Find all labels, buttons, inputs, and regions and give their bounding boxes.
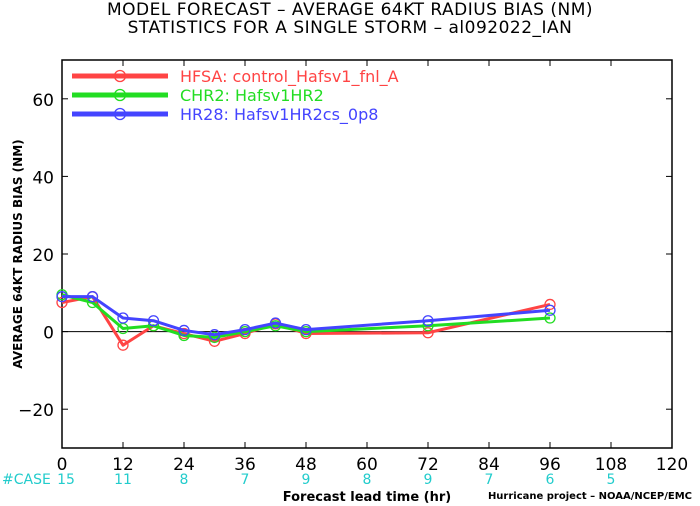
credit-text: Hurricane project – NOAA/NCEP/EMC bbox=[487, 491, 692, 502]
legend-marker-0 bbox=[113, 69, 127, 83]
case-count: 15 bbox=[57, 472, 75, 488]
y-axis: −20 0 20 40 60 bbox=[18, 91, 672, 421]
case-counts-row: #CASE 15 11 8 7 9 8 9 7 6 5 bbox=[2, 472, 615, 488]
case-label: #CASE bbox=[2, 472, 51, 488]
legend-label-1: CHR2: Hafsv1HR2 bbox=[180, 86, 324, 105]
x-tick-label: 108 bbox=[595, 455, 627, 475]
case-count: 11 bbox=[114, 472, 132, 488]
y-tick-label: 60 bbox=[32, 91, 54, 111]
series-point-1 bbox=[208, 331, 221, 344]
y-tick-label: 0 bbox=[43, 324, 54, 344]
y-tick-label: 20 bbox=[32, 246, 54, 266]
x-tick-label: 12 bbox=[112, 455, 134, 475]
legend-marker-2 bbox=[113, 107, 127, 121]
series-point-1 bbox=[544, 312, 556, 324]
case-count: 8 bbox=[180, 472, 189, 488]
series-point-2 bbox=[56, 291, 68, 303]
y-tick-label: −20 bbox=[18, 401, 54, 421]
series-point-2 bbox=[300, 324, 312, 336]
series-line-0 bbox=[61, 295, 551, 347]
case-count: 6 bbox=[546, 472, 555, 488]
case-count: 7 bbox=[485, 472, 494, 488]
series-point-2 bbox=[544, 304, 556, 316]
chart-title: MODEL FORECAST – AVERAGE 64KT RADIUS BIA… bbox=[106, 0, 594, 20]
case-count: 8 bbox=[363, 472, 372, 488]
x-tick-label: 72 bbox=[417, 455, 439, 475]
series-point-2 bbox=[178, 324, 190, 337]
x-tick-label: 96 bbox=[539, 455, 561, 475]
y-tick-label: 40 bbox=[32, 168, 54, 188]
series-point-0 bbox=[544, 298, 556, 311]
series-point-2 bbox=[422, 315, 434, 327]
x-tick-label: 48 bbox=[295, 455, 317, 475]
series-point-2 bbox=[208, 329, 221, 341]
x-tick-label: 84 bbox=[478, 455, 500, 475]
case-count: 5 bbox=[607, 472, 616, 488]
series-point-2 bbox=[239, 324, 251, 336]
case-count: 9 bbox=[302, 472, 311, 488]
x-tick-label: 0 bbox=[57, 455, 68, 475]
legend-marker-1 bbox=[113, 88, 127, 102]
y-axis-label: AVERAGE 64KT RADIUS BIAS (NM) bbox=[11, 139, 25, 368]
series-point-2 bbox=[86, 291, 99, 303]
x-tick-label: 120 bbox=[656, 455, 688, 475]
case-count: 7 bbox=[241, 472, 250, 488]
x-tick-label: 60 bbox=[356, 455, 378, 475]
series-point-0 bbox=[422, 327, 434, 339]
chart-subtitle: STATISTICS FOR A SINGLE STORM – al092022… bbox=[127, 18, 573, 38]
series-point-2 bbox=[269, 317, 282, 329]
series-point-1 bbox=[269, 320, 282, 332]
x-axis-label: Forecast lead time (hr) bbox=[283, 490, 451, 505]
x-tick-label: 36 bbox=[234, 455, 256, 475]
case-count: 9 bbox=[424, 472, 433, 488]
x-tick-label: 24 bbox=[173, 455, 195, 475]
x-axis: 0 12 24 36 48 60 72 84 96 108 120 bbox=[57, 60, 688, 475]
legend-label-0: HFSA: control_Hafsv1_fnl_A bbox=[180, 67, 399, 87]
series-point-0 bbox=[117, 339, 129, 351]
series-point-2 bbox=[147, 315, 160, 327]
series-point-2 bbox=[117, 312, 129, 324]
series-line-1 bbox=[61, 293, 551, 339]
series-layer bbox=[56, 289, 556, 351]
legend-label-2: HR28: Hafsv1HR2cs_0p8 bbox=[180, 105, 378, 125]
series-line-2 bbox=[62, 295, 551, 337]
